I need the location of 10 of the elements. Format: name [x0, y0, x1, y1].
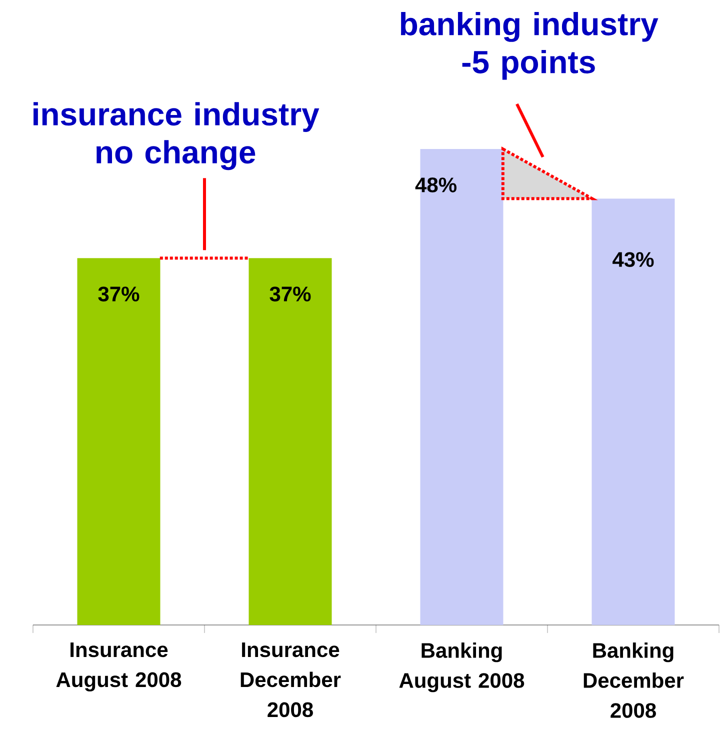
x-tick-label: Banking December 2008 [584, 642, 684, 718]
data-label: 48% [415, 178, 456, 192]
data-label: 37% [98, 286, 140, 302]
data-label: 37% [270, 286, 311, 302]
text: banking industry -5 points [400, 12, 658, 80]
annotation: insurance industry no change [34, 102, 320, 170]
data-label: 43% [612, 252, 654, 267]
x-tick-label: Insurance August 2008 [56, 642, 182, 692]
x-tick-label: Insurance December 2008 [240, 642, 341, 718]
x-tick-label: Banking August 2008 [399, 642, 524, 692]
